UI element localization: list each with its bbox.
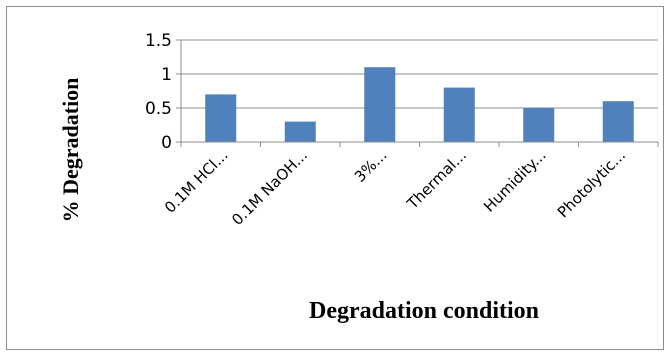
y-tick-label: 1.5 — [145, 31, 172, 51]
bar — [443, 87, 475, 142]
bars — [205, 67, 634, 142]
x-category-label: Humidity... — [480, 146, 549, 215]
bar — [602, 101, 634, 142]
y-tick-label: 0 — [161, 133, 172, 153]
y-tick-labels: 0 0.5 1 1.5 — [145, 31, 172, 153]
bar — [205, 94, 237, 142]
x-category-label: Photolytic... — [554, 146, 629, 221]
x-category-labels: 0.1M HCl...0.1M NaOH... 3%... Thermal... Hu… — [161, 146, 629, 229]
x-category-label: 0.1M HCl... — [161, 146, 232, 217]
bar — [364, 67, 396, 142]
y-tick-label: 0.5 — [145, 99, 172, 119]
x-axis-title: Degradation condition — [309, 298, 539, 324]
y-axis-title: % Degradation — [58, 78, 83, 223]
axes — [176, 39, 659, 147]
bar — [523, 108, 555, 142]
y-tick-label: 1 — [161, 65, 172, 85]
x-category-label: 0.1M NaOH... — [228, 146, 311, 229]
x-category-label: 3%... — [351, 146, 391, 186]
gridlines — [181, 39, 658, 109]
chart-frame — [6, 6, 664, 350]
bar — [284, 121, 316, 142]
x-category-label: Thermal... — [403, 146, 470, 213]
